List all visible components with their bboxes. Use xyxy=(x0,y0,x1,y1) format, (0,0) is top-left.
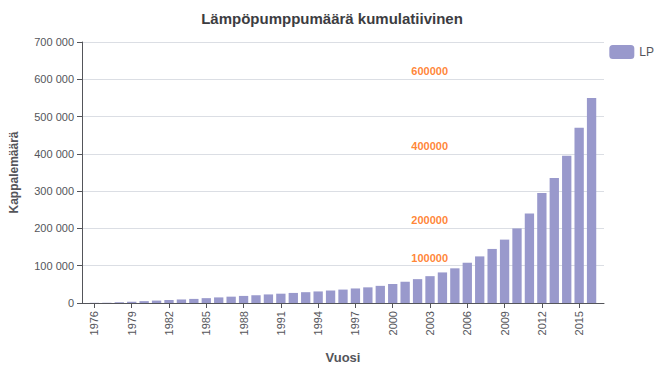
svg-text:700 000: 700 000 xyxy=(34,36,74,48)
svg-text:600000: 600000 xyxy=(411,65,448,77)
svg-text:300 000: 300 000 xyxy=(34,185,74,197)
svg-text:1985: 1985 xyxy=(200,311,212,335)
svg-text:1997: 1997 xyxy=(349,311,361,335)
svg-text:400000: 400000 xyxy=(411,140,448,152)
svg-text:1994: 1994 xyxy=(312,311,324,335)
svg-text:1976: 1976 xyxy=(88,311,100,335)
svg-text:Lämpöpumppumäärä kumulatiivine: Lämpöpumppumäärä kumulatiivinen xyxy=(201,10,463,27)
svg-text:0: 0 xyxy=(68,297,74,309)
svg-text:2006: 2006 xyxy=(461,311,473,335)
svg-text:2015: 2015 xyxy=(573,311,585,335)
svg-text:1979: 1979 xyxy=(126,311,138,335)
svg-text:Vuosi: Vuosi xyxy=(326,350,361,365)
svg-text:2009: 2009 xyxy=(499,311,511,335)
svg-text:400 000: 400 000 xyxy=(34,148,74,160)
svg-text:2000: 2000 xyxy=(387,311,399,335)
svg-text:200 000: 200 000 xyxy=(34,222,74,234)
svg-text:2003: 2003 xyxy=(424,311,436,335)
svg-text:600 000: 600 000 xyxy=(34,73,74,85)
svg-text:100 000: 100 000 xyxy=(34,260,74,272)
svg-text:1982: 1982 xyxy=(163,311,175,335)
svg-text:1988: 1988 xyxy=(238,311,250,335)
svg-text:LP: LP xyxy=(639,45,654,59)
svg-text:200000: 200000 xyxy=(411,214,448,226)
svg-text:1991: 1991 xyxy=(275,311,287,335)
svg-text:100000: 100000 xyxy=(411,252,448,264)
svg-text:2012: 2012 xyxy=(536,311,548,335)
svg-text:Kappalemäärä: Kappalemäärä xyxy=(7,131,21,213)
svg-text:500 000: 500 000 xyxy=(34,111,74,123)
